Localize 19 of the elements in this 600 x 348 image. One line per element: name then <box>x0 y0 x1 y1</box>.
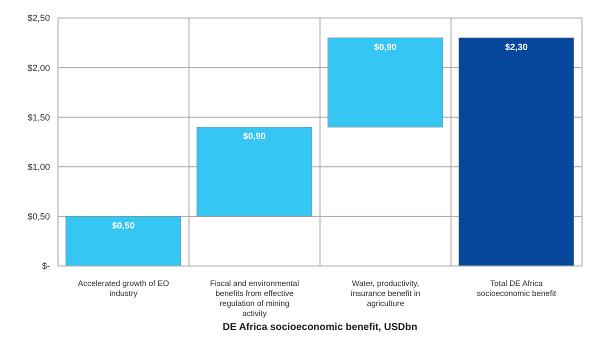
data-label: $0,90 <box>243 131 266 142</box>
y-tick-label: $2,00 <box>27 62 50 73</box>
data-label: $2,30 <box>505 42 528 52</box>
x-tick-label: Total DE Africa socioeconomic benefit <box>476 279 557 298</box>
y-tick-label: $1,50 <box>27 112 50 122</box>
x-axis-title: DE Africa socioeconomic benefit, USDbn <box>222 322 418 333</box>
data-label: $0,50 <box>112 220 135 230</box>
x-tick-label: Water, productivity, insurance benefit in agriculture <box>350 279 420 308</box>
bar <box>66 216 182 266</box>
y-tick-label: $- <box>42 261 50 272</box>
bar <box>328 38 444 128</box>
x-tick-label: Accelerated growth of EO industry <box>78 279 170 298</box>
data-label: $0,90 <box>374 42 397 52</box>
bar <box>196 126 312 217</box>
y-tick-label: $0,50 <box>27 212 50 222</box>
y-tick-label: $1,00 <box>27 162 50 172</box>
bar <box>458 38 574 266</box>
x-tick-label: Fiscal and environmental benefits from effective regulation of mining activity <box>210 279 300 318</box>
y-tick-label: $2,50 <box>27 13 50 24</box>
